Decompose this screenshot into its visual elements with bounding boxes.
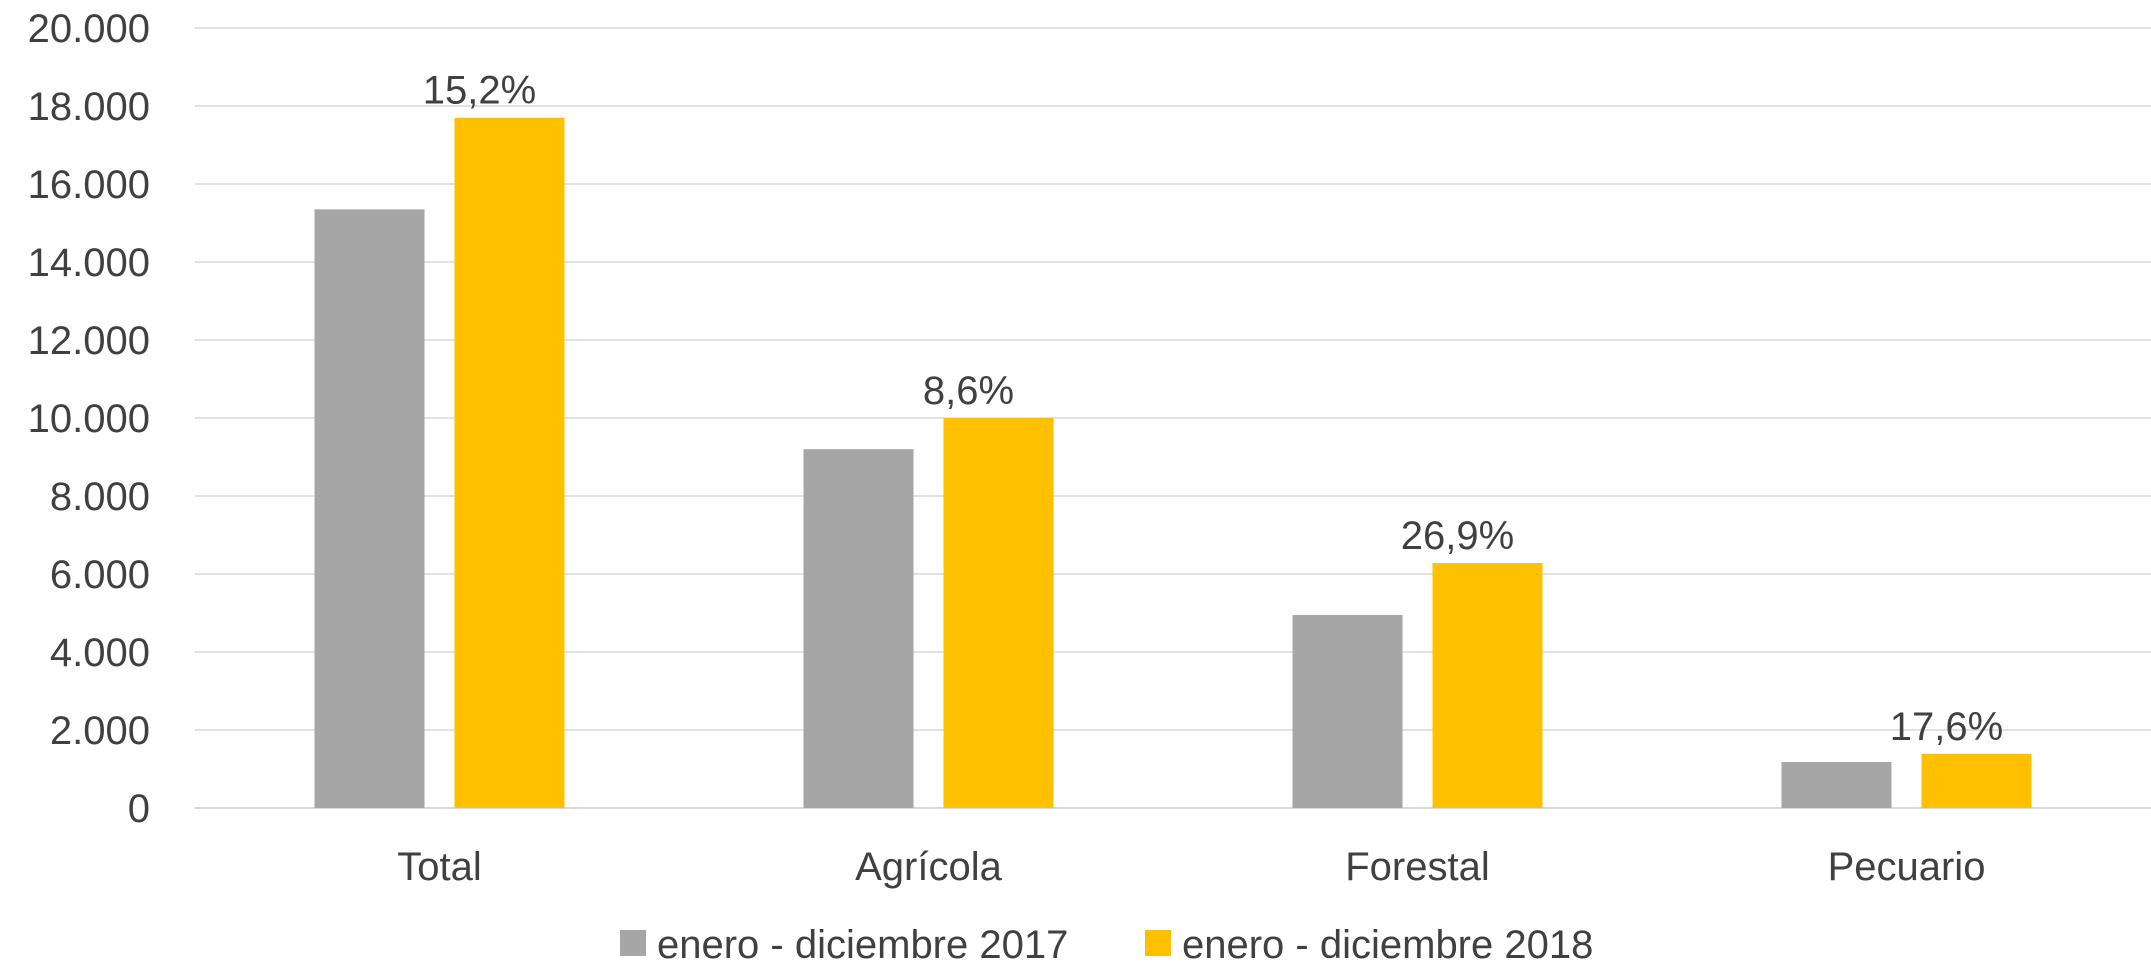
- data-labels: 15,2% 8,6% 26,9% 17,6%: [423, 69, 2003, 749]
- data-label: 8,6%: [923, 369, 1014, 413]
- y-tick-label: 6.000: [50, 553, 150, 597]
- bar-forestal-2018: [1432, 563, 1543, 808]
- legend-swatch-2017: [620, 930, 646, 956]
- x-axis: Total Agrícola Forestal Pecuario: [397, 845, 1985, 889]
- legend: enero - diciembre 2017 enero - diciembre…: [620, 923, 1593, 963]
- y-tick-label: 14.000: [28, 241, 150, 285]
- y-tick-label: 0: [128, 787, 150, 831]
- bars: [314, 117, 2032, 809]
- x-tick-label: Forestal: [1345, 845, 1490, 889]
- bar-agrcola-2017: [803, 449, 914, 808]
- y-tick-label: 18.000: [28, 85, 150, 129]
- bar-forestal-2017: [1292, 614, 1403, 808]
- legend-swatch-2018: [1145, 930, 1171, 956]
- bar-total-2018: [454, 117, 565, 808]
- x-tick-label: Pecuario: [1828, 845, 1986, 889]
- bar-pecuario-2017: [1781, 761, 1892, 808]
- data-label: 26,9%: [1401, 514, 1514, 558]
- bar-pecuario-2018: [1921, 753, 2032, 808]
- legend-label-2017: enero - diciembre 2017: [657, 923, 1068, 963]
- y-tick-label: 12.000: [28, 319, 150, 363]
- y-tick-label: 2.000: [50, 709, 150, 753]
- y-axis: 0 2.000 4.000 6.000 8.000 10.000 12.000 14.000 1…: [28, 7, 150, 831]
- y-tick-label: 8.000: [50, 475, 150, 519]
- y-tick-label: 20.000: [28, 7, 150, 51]
- legend-label-2018: enero - diciembre 2018: [1182, 923, 1593, 963]
- y-tick-label: 10.000: [28, 397, 150, 441]
- data-label: 17,6%: [1890, 705, 2003, 749]
- data-label: 15,2%: [423, 69, 536, 113]
- x-tick-label: Total: [397, 845, 482, 889]
- y-tick-label: 16.000: [28, 163, 150, 207]
- x-tick-label: Agrícola: [855, 845, 1002, 889]
- bar-total-2017: [314, 209, 425, 809]
- y-tick-label: 4.000: [50, 631, 150, 675]
- bar-agrcola-2018: [943, 418, 1054, 808]
